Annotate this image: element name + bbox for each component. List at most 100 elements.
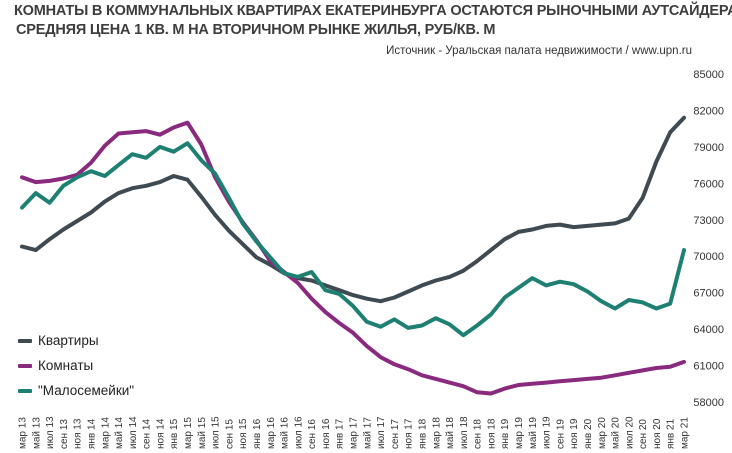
data-point-apartments [641, 196, 645, 200]
data-point-rooms [61, 176, 65, 181]
data-point-rooms [116, 131, 121, 136]
data-point-apartments [585, 224, 590, 228]
data-point-rooms [641, 368, 645, 372]
x-tick-label: мар 15 [183, 417, 194, 449]
data-point-apartments [544, 224, 548, 228]
y-tick-label: 76000 [693, 178, 724, 190]
x-tick-label: май 20 [611, 417, 622, 449]
x-tick-label: мар 19 [514, 417, 525, 449]
data-point-small-family [34, 191, 38, 195]
data-point-rooms [516, 383, 521, 387]
x-tick-label: янв 14 [86, 418, 97, 449]
x-tick-label: янв 21 [666, 418, 677, 449]
x-tick-label: ноя 15 [238, 418, 249, 449]
y-tick-label: 58000 [693, 397, 724, 409]
y-tick-label: 64000 [693, 324, 724, 336]
x-tick-label: мар 20 [597, 417, 608, 449]
data-point-small-family [116, 163, 121, 167]
data-point-rooms [613, 373, 617, 377]
data-point-small-family [475, 323, 479, 328]
data-point-apartments [130, 186, 134, 190]
data-point-apartments [185, 178, 190, 182]
data-point-apartments [654, 159, 659, 164]
x-tick-label: сен 18 [473, 419, 484, 449]
data-point-rooms [379, 355, 383, 359]
x-tick-label: янв 18 [417, 418, 428, 449]
data-point-apartments [61, 227, 65, 232]
x-tick-label: июл 17 [376, 416, 387, 449]
data-point-small-family [572, 282, 576, 286]
y-tick-label: 61000 [693, 361, 724, 373]
data-point-small-family [613, 306, 617, 311]
x-tick-label: янв 17 [335, 418, 346, 449]
x-tick-label: июл 15 [211, 416, 222, 449]
x-tick-label: июл 18 [459, 416, 470, 449]
legend-swatch-small-family [18, 388, 32, 393]
data-point-apartments [516, 230, 521, 234]
data-point-apartments [379, 299, 383, 303]
data-point-rooms [544, 381, 548, 385]
data-point-small-family [627, 298, 631, 302]
x-tick-label: сен 16 [307, 419, 318, 449]
data-point-rooms [406, 367, 410, 371]
x-tick-label: сен 15 [224, 419, 235, 449]
data-point-small-family [654, 306, 659, 311]
legend-item-apartments: Квартиры [18, 328, 134, 353]
data-point-small-family [144, 156, 148, 160]
y-tick-label: 70000 [693, 251, 724, 263]
x-tick-label: сен 13 [59, 419, 70, 449]
data-point-small-family [682, 248, 686, 252]
y-tick-label: 67000 [693, 288, 724, 300]
data-point-small-family [599, 299, 603, 303]
data-point-small-family [310, 270, 314, 274]
y-tick-label: 82000 [693, 105, 724, 117]
data-point-small-family [199, 158, 203, 162]
data-point-rooms [682, 360, 686, 364]
data-point-rooms [461, 384, 465, 388]
data-point-small-family [172, 150, 176, 154]
data-point-small-family [351, 304, 355, 308]
data-point-apartments [461, 269, 465, 273]
data-point-apartments [599, 223, 603, 227]
x-tick-label: янв 15 [169, 418, 180, 449]
source-note: Источник - Уральская палата недвижимости… [386, 45, 692, 57]
data-point-rooms [585, 377, 590, 381]
data-point-apartments [447, 275, 452, 279]
data-point-rooms [572, 378, 576, 382]
data-point-rooms [489, 391, 493, 396]
data-point-small-family [337, 292, 341, 296]
x-tick-label: сен 19 [555, 419, 566, 449]
data-point-small-family [516, 286, 521, 290]
data-point-apartments [682, 116, 686, 120]
chart-title: КОМНАТЫ В КОММУНАЛЬНЫХ КВАРТИРАХ ЕКАТЕРИ… [14, 3, 732, 19]
data-point-apartments [254, 255, 259, 259]
data-point-rooms [296, 281, 300, 285]
legend-swatch-apartments [18, 338, 32, 343]
data-point-rooms [392, 362, 396, 366]
data-point-rooms [503, 387, 507, 391]
data-point-small-family [558, 280, 562, 284]
data-point-apartments [530, 227, 534, 232]
data-point-apartments [503, 237, 507, 241]
data-point-small-family [379, 325, 383, 329]
data-point-apartments [199, 195, 203, 199]
data-point-small-family [489, 312, 493, 317]
x-tick-label: янв 20 [583, 418, 594, 449]
x-tick-label: май 14 [114, 417, 125, 449]
data-point-apartments [420, 283, 424, 287]
data-point-apartments [489, 248, 493, 252]
x-tick-label: мар 17 [349, 417, 360, 449]
data-point-rooms [144, 129, 148, 133]
data-point-small-family [130, 152, 134, 156]
chart-subtitle: СРЕДНЯЯ ЦЕНА 1 КВ. М НА ВТОРИЧНОМ РЫНКЕ … [16, 22, 496, 38]
data-point-small-family [241, 221, 245, 225]
x-tick-label: май 18 [445, 417, 456, 449]
data-point-small-family [268, 255, 272, 259]
data-point-small-family [544, 283, 548, 287]
x-tick-label: сен 17 [390, 419, 401, 449]
legend-swatch-rooms [18, 363, 32, 368]
data-point-small-family [254, 240, 259, 244]
data-point-small-family [503, 295, 507, 300]
data-point-apartments [310, 278, 314, 283]
